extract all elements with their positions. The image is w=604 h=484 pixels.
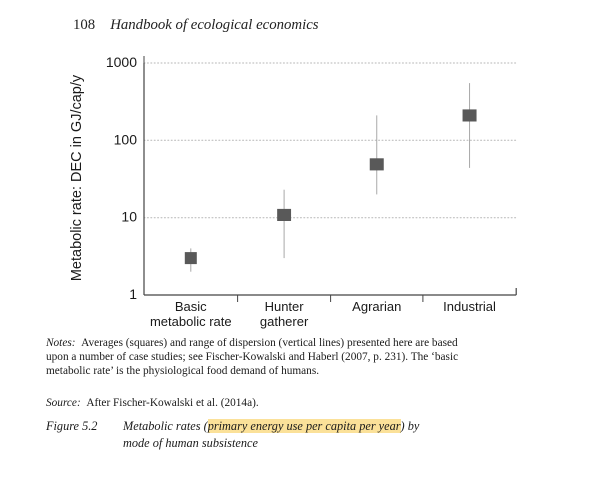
svg-text:metabolic rate: metabolic rate xyxy=(150,314,232,329)
svg-text:Agrarian: Agrarian xyxy=(352,299,401,314)
svg-text:Industrial: Industrial xyxy=(443,299,496,314)
svg-text:Hunter: Hunter xyxy=(265,299,305,314)
svg-text:10: 10 xyxy=(121,209,137,225)
svg-text:1000: 1000 xyxy=(106,54,137,70)
svg-text:gatherer: gatherer xyxy=(260,314,309,329)
svg-text:Basic: Basic xyxy=(175,299,207,314)
svg-text:100: 100 xyxy=(114,131,138,147)
svg-text:1: 1 xyxy=(129,286,137,302)
